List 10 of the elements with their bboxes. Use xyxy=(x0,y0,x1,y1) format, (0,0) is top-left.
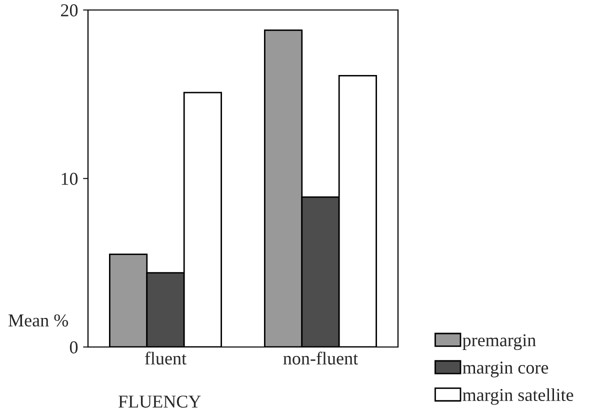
x-axis-title: FLUENCY xyxy=(118,396,201,408)
y-tick-label: 20 xyxy=(61,4,78,16)
y-axis-title: Mean % xyxy=(8,314,68,327)
legend-label: premargin xyxy=(462,334,536,350)
x-tick-label: non-fluent xyxy=(283,352,358,365)
legend-label: margin satellite xyxy=(462,388,574,405)
y-tick-label: 0 xyxy=(70,341,78,354)
y-tick-label: 10 xyxy=(62,172,78,185)
legend-label: margin core xyxy=(462,362,548,378)
x-tick-label: fluent xyxy=(145,352,186,365)
